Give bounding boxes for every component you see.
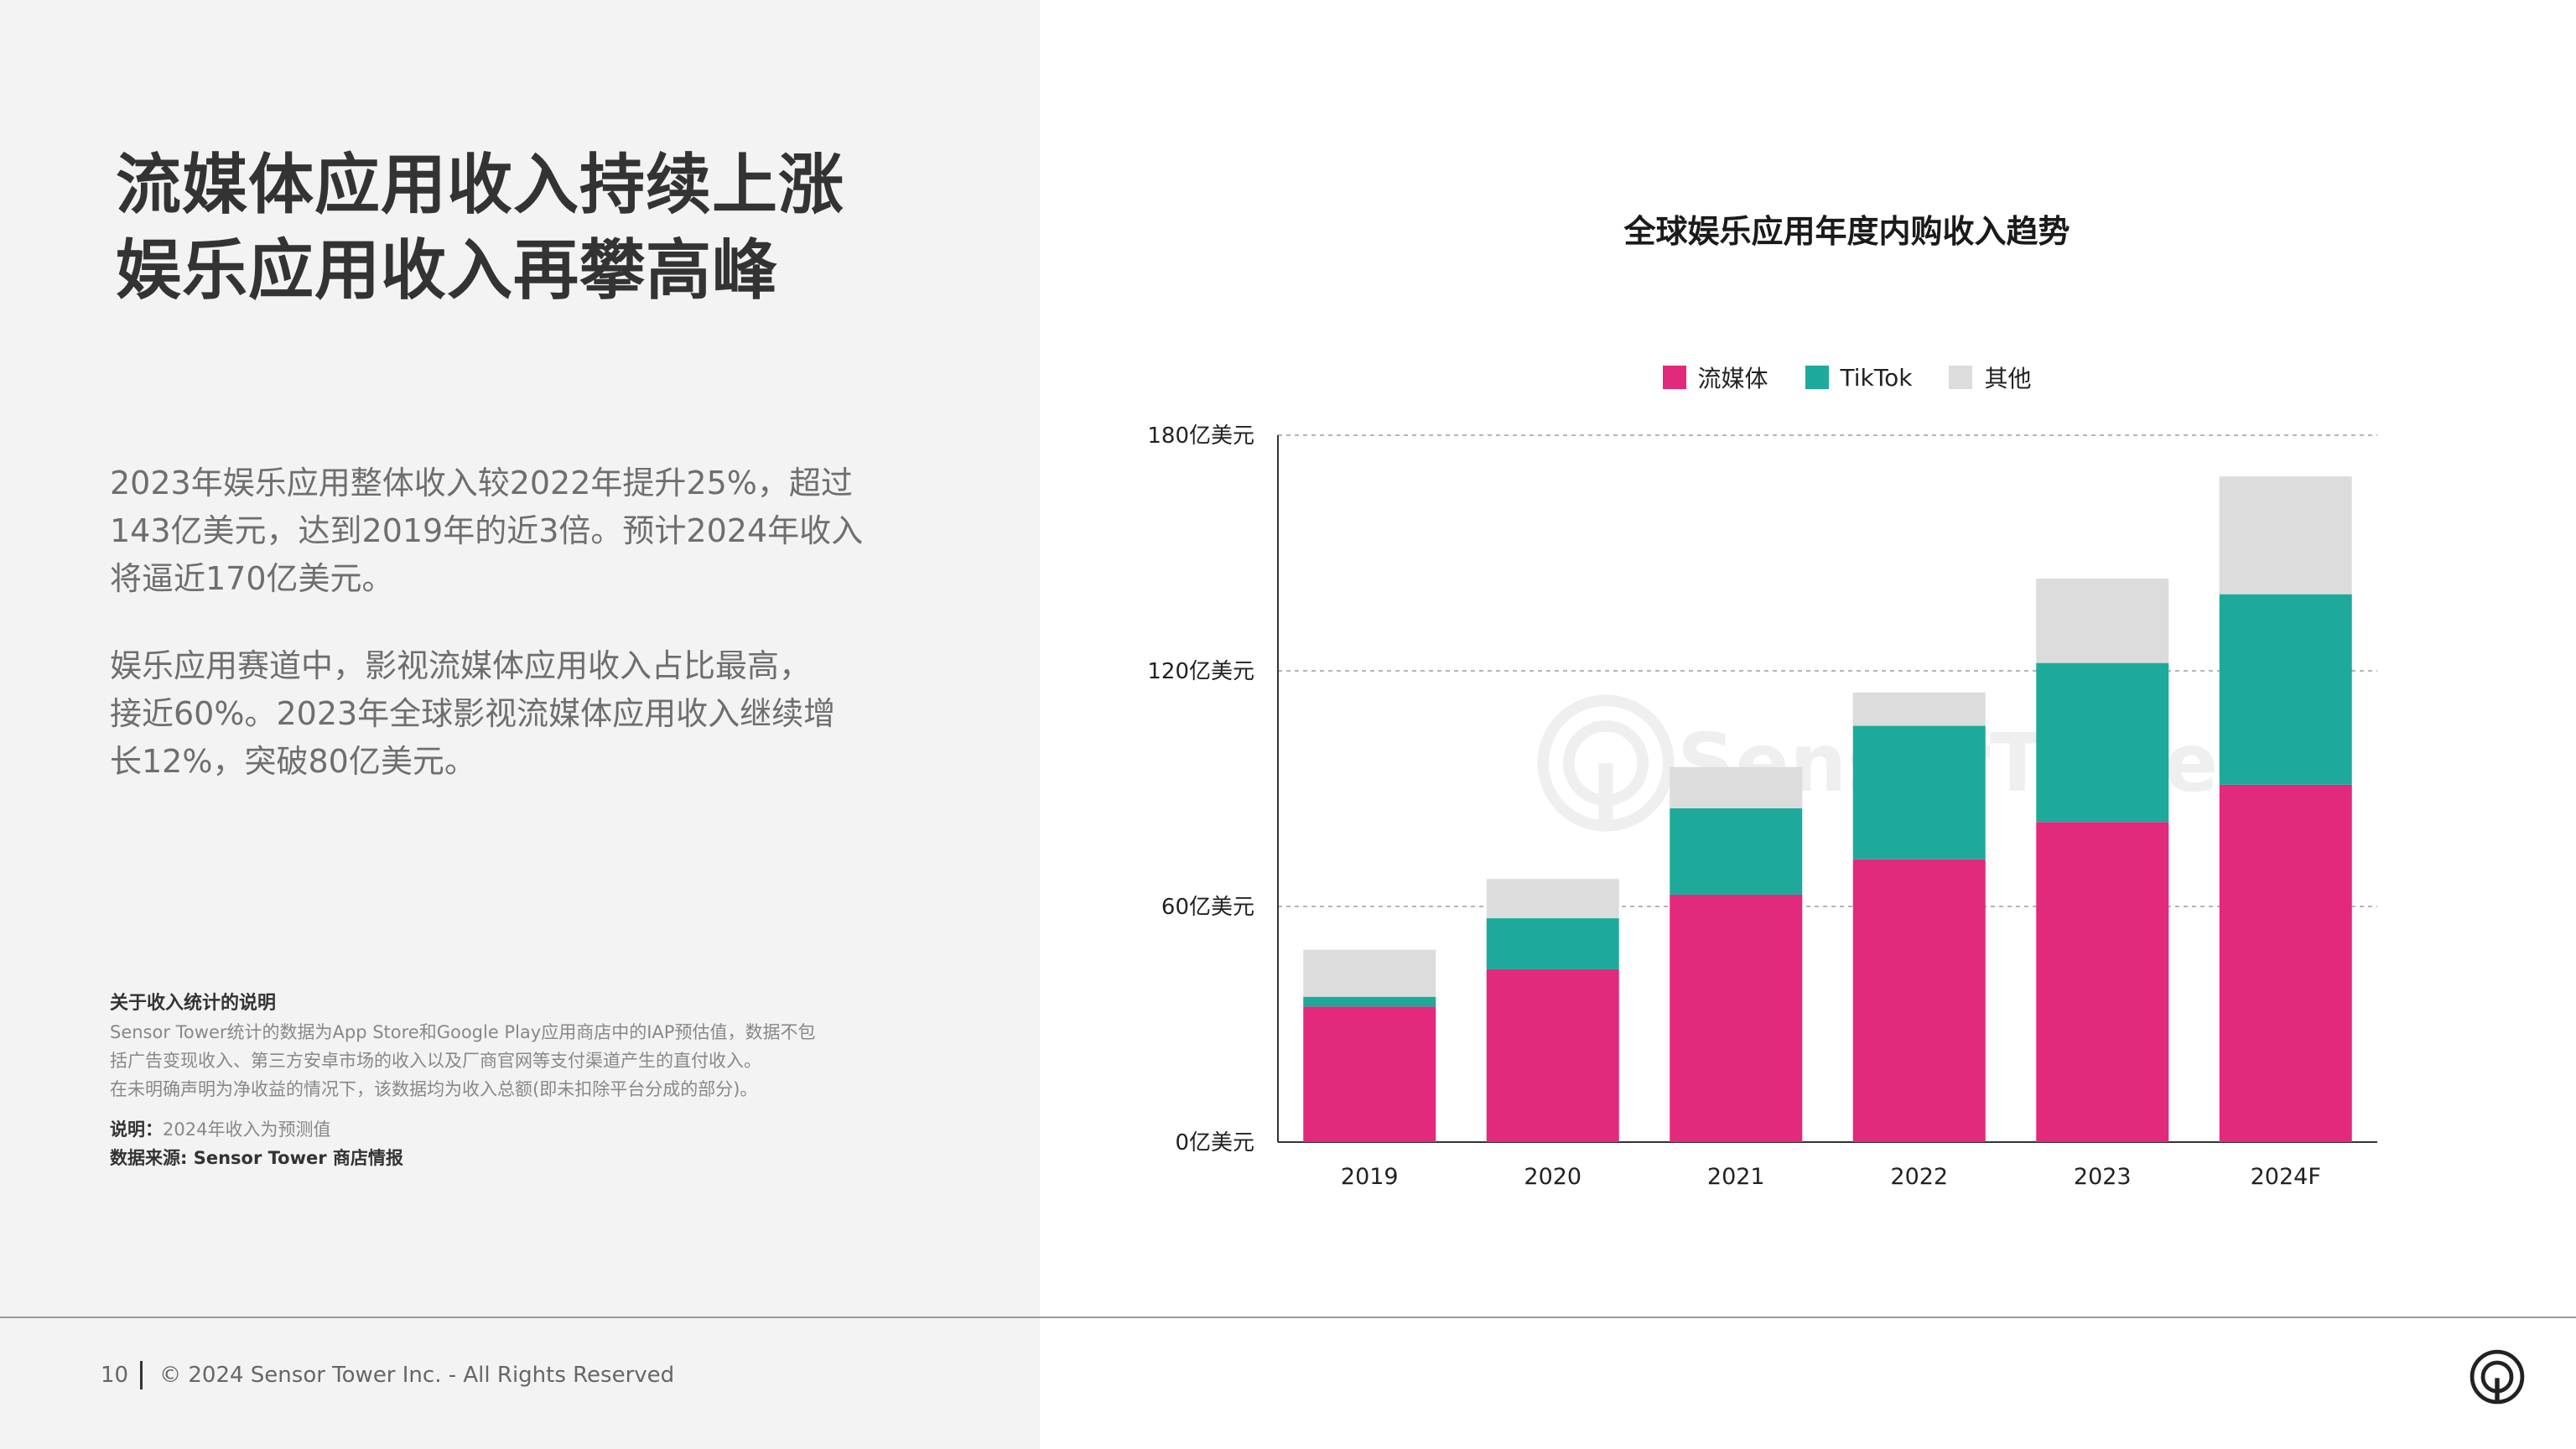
bar-segment bbox=[1486, 969, 1619, 1142]
y-tick-label: 60亿美元 bbox=[1161, 895, 1254, 920]
note-line: Sensor Tower统计的数据为App Store和Google Play应… bbox=[110, 1022, 816, 1042]
legend-swatch-streaming bbox=[1662, 366, 1686, 389]
bar-segment bbox=[1852, 859, 1986, 1142]
watermark-logo-icon bbox=[1537, 694, 1675, 832]
page-title: 流媒体应用收入持续上涨 娱乐应用收入再攀高峰 bbox=[116, 143, 1005, 314]
data-source: 数据来源: Sensor Tower 商店情报 bbox=[110, 1148, 403, 1168]
note-heading: 关于收入统计的说明 bbox=[110, 993, 277, 1014]
legend-swatch-other bbox=[1949, 366, 1973, 389]
bar-segment bbox=[1670, 808, 1803, 895]
x-tick-label: 2021 bbox=[1707, 1164, 1765, 1190]
bar-segment bbox=[1852, 725, 1986, 860]
bar-segment bbox=[1303, 1006, 1436, 1142]
bar-segment bbox=[2219, 476, 2352, 595]
left-panel bbox=[0, 0, 1040, 1449]
x-tick-label: 2024F bbox=[2251, 1164, 2321, 1190]
y-tick-label: 0亿美元 bbox=[1175, 1130, 1254, 1156]
legend-label: TikTok bbox=[1840, 363, 1913, 392]
bar-segment bbox=[1852, 692, 1986, 726]
forecast-remark: 说明：2024年收入为预测值 bbox=[110, 1115, 881, 1144]
note-line: 在未明确声明为净收益的情况下，该数据均为收入总额(即未扣除平台分成的部分)。 bbox=[110, 1079, 758, 1099]
y-tick-label: 180亿美元 bbox=[1147, 423, 1254, 449]
bar-segment bbox=[2219, 784, 2352, 1142]
remark-text: 2024年收入为预测值 bbox=[163, 1119, 331, 1140]
paragraph-line: 143亿美元，达到2019年的近3倍。预计2024年收入 bbox=[110, 512, 864, 549]
y-tick-label: 120亿美元 bbox=[1147, 659, 1254, 684]
paragraph-line: 接近60%。2023年全球影视流媒体应用收入继续增 bbox=[110, 695, 836, 732]
remark-label: 说明： bbox=[110, 1119, 163, 1140]
legend-label: 其他 bbox=[1984, 365, 2032, 392]
revenue-note: 关于收入统计的说明 Sensor Tower统计的数据为App Store和Go… bbox=[110, 989, 881, 1172]
copyright-text: © 2024 Sensor Tower Inc. - All Rights Re… bbox=[159, 1363, 675, 1388]
bar-segment bbox=[1670, 894, 1803, 1142]
title-line: 娱乐应用收入再攀高峰 bbox=[116, 233, 779, 309]
footer-divider bbox=[0, 1317, 2576, 1318]
note-line: 括广告变现收入、第三方安卓市场的收入以及厂商官网等支付渠道产生的直付收入。 bbox=[110, 1051, 761, 1071]
chart-legend: 流媒体 TikTok 其他 bbox=[1426, 361, 2268, 394]
bar-segment bbox=[2219, 594, 2352, 785]
legend-swatch-tiktok bbox=[1805, 366, 1829, 389]
x-tick-label: 2023 bbox=[2074, 1164, 2132, 1190]
legend-item-tiktok: TikTok bbox=[1805, 361, 1913, 394]
footer-separator bbox=[140, 1361, 143, 1389]
bar-segment bbox=[2036, 822, 2169, 1142]
paragraph-line: 2023年娱乐应用整体收入较2022年提升25%，超过 bbox=[110, 465, 853, 501]
paragraph-line: 长12%，突破80亿美元。 bbox=[110, 743, 476, 780]
paragraph-line: 娱乐应用赛道中，影视流媒体应用收入占比最高， bbox=[110, 647, 812, 684]
summary-paragraph: 2023年娱乐应用整体收入较2022年提升25%，超过 143亿美元，达到201… bbox=[110, 460, 881, 603]
chart-title: 全球娱乐应用年度内购收入趋势 bbox=[1623, 213, 2070, 250]
streaming-paragraph: 娱乐应用赛道中，影视流媒体应用收入占比最高， 接近60%。2023年全球影视流媒… bbox=[110, 642, 881, 786]
x-tick-label: 2020 bbox=[1524, 1164, 1581, 1190]
page-number: 10 bbox=[101, 1363, 129, 1388]
legend-item-other: 其他 bbox=[1949, 361, 2031, 394]
note-body: Sensor Tower统计的数据为App Store和Google Play应… bbox=[110, 1018, 881, 1104]
bar-segment bbox=[2036, 662, 2169, 823]
bar-segment bbox=[2036, 578, 2169, 663]
legend-item-streaming: 流媒体 bbox=[1662, 361, 1768, 394]
title-line: 流媒体应用收入持续上涨 bbox=[116, 148, 845, 223]
bar-segment bbox=[1670, 766, 1803, 808]
bar-segment bbox=[1486, 879, 1619, 919]
paragraph-line: 将逼近170亿美元。 bbox=[110, 560, 394, 597]
bar-segment bbox=[1303, 996, 1436, 1007]
bar-segment bbox=[1303, 949, 1436, 997]
sensor-tower-logo-icon bbox=[2470, 1349, 2525, 1405]
x-tick-label: 2019 bbox=[1341, 1164, 1399, 1190]
x-tick-label: 2022 bbox=[1890, 1164, 1948, 1190]
legend-label: 流媒体 bbox=[1697, 365, 1768, 392]
bar-segment bbox=[1486, 918, 1619, 969]
footer: 10 © 2024 Sensor Tower Inc. - All Rights… bbox=[101, 1361, 674, 1389]
